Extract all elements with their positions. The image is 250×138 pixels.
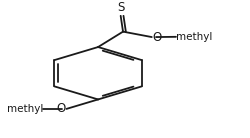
Text: O: O: [56, 102, 66, 115]
Text: S: S: [117, 1, 124, 14]
Text: methyl: methyl: [6, 104, 43, 114]
Text: O: O: [153, 30, 162, 44]
Text: methyl: methyl: [176, 32, 213, 42]
